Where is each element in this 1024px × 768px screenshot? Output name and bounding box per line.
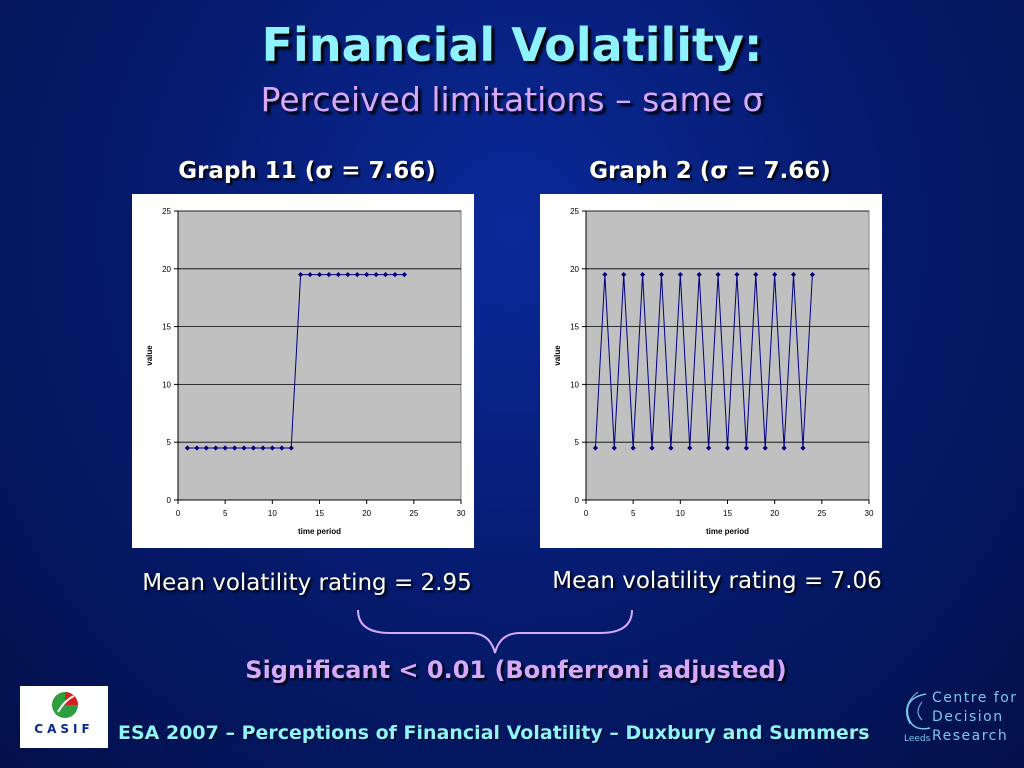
- graph-left-heading: Graph 11 (σ = 7.66): [178, 158, 436, 184]
- chart-right-xtick-label: 15: [723, 509, 732, 518]
- chart-left-ytick-label: 0: [167, 496, 172, 505]
- chart-right-data-point: [781, 445, 787, 451]
- chart-right: 0 5 10 15 20 25 0 5 10 15 20 25 30 time period value: [553, 207, 874, 536]
- chart-left-ytick-label: 25: [162, 207, 171, 216]
- slide-title: Financial Volatility:: [261, 18, 763, 72]
- chart-right-ytick-label: 10: [570, 380, 579, 389]
- cdr-logo: Centre for Decision Research Leeds: [896, 688, 1016, 748]
- chart-left-data-point: [184, 445, 191, 451]
- graph-right-heading: Graph 2 (σ = 7.66): [589, 158, 831, 184]
- chart-right-ytick-label: 20: [570, 265, 579, 274]
- casif-logo: CASIF: [20, 686, 108, 748]
- chart-left-data-point: [213, 445, 219, 451]
- chart-right-xlabel: time period: [706, 527, 749, 536]
- chart-left-panel: 0 5 10 15 20 25 0 5 10 15 20 25 30 time period value: [132, 194, 474, 548]
- chart-left-data-point: [222, 445, 228, 451]
- chart-left-ytick-label: 10: [162, 380, 171, 389]
- cdr-line-1: Centre for: [932, 690, 1018, 706]
- chart-left-data-point: [241, 445, 247, 451]
- slide-subtitle: Perceived limitations – same σ: [260, 80, 764, 119]
- chart-right-ytick-label: 5: [575, 438, 580, 447]
- chart-right-series-line: [594, 274, 813, 449]
- casif-emblem-icon: [52, 692, 78, 718]
- chart-right-data-point: [809, 271, 815, 278]
- chart-left-data-point: [260, 445, 266, 451]
- chart-left-data-point: [232, 445, 238, 451]
- chart-right-ytick-label: 25: [570, 207, 579, 216]
- curly-brace: [357, 609, 633, 654]
- chart-left-xtick-label: 10: [268, 509, 277, 518]
- chart-right-xtick-label: 10: [676, 509, 685, 518]
- chart-right-ytick-label: 0: [575, 496, 580, 505]
- chart-right-data-point: [743, 445, 749, 451]
- chart-right-data-point: [668, 445, 674, 451]
- footer-text: ESA 2007 – Perceptions of Financial Vola…: [118, 722, 870, 744]
- chart-right-panel: 0 5 10 15 20 25 0 5 10 15 20 25 30 time period value: [540, 194, 882, 548]
- chart-right-data-point: [762, 445, 768, 451]
- chart-right-data-point: [724, 445, 731, 451]
- chart-right-xtick-label: 25: [817, 509, 826, 518]
- chart-left: 0 5 10 15 20 25 0 5 10 15 20 25 30 time period value: [145, 207, 466, 536]
- chart-left-data-point: [288, 445, 294, 451]
- cdr-swirl-icon: [905, 691, 931, 730]
- chart-right-ytick-label: 15: [570, 323, 579, 332]
- chart-right-data-point: [706, 445, 712, 451]
- chart-left-ylabel: value: [145, 345, 154, 366]
- chart-left-xtick-label: 20: [362, 509, 371, 518]
- chart-left-data-point: [401, 271, 407, 278]
- chart-right-data-point: [658, 271, 665, 278]
- chart-left-data-point: [316, 271, 323, 278]
- chart-left-data-point: [392, 271, 398, 278]
- chart-right-xtick-label: 20: [770, 509, 779, 518]
- chart-left-xtick-label: 5: [223, 509, 228, 518]
- chart-left-plot-area: [177, 210, 462, 501]
- chart-left-xtick-label: 15: [315, 509, 324, 518]
- chart-left-data-point: [203, 445, 209, 451]
- chart-left-data-point: [194, 445, 200, 451]
- cdr-line-3: Research: [932, 728, 1009, 744]
- mean-rating-right: Mean volatility rating = 7.06: [552, 568, 882, 594]
- chart-left-data-point: [354, 271, 360, 278]
- chart-right-data-point: [649, 445, 655, 451]
- chart-left-xlabel: time period: [298, 527, 341, 536]
- chart-left-ytick-label: 20: [162, 265, 171, 274]
- cdr-leeds-text: Leeds: [904, 734, 931, 744]
- significance-note: Significant < 0.01 (Bonferroni adjusted): [245, 656, 787, 684]
- chart-right-xtick-label: 5: [631, 509, 636, 518]
- cdr-line-2: Decision: [932, 709, 1004, 725]
- chart-left-xtick-label: 0: [176, 509, 181, 518]
- mean-rating-left: Mean volatility rating = 2.95: [142, 570, 472, 596]
- chart-right-ylabel: value: [553, 345, 562, 366]
- chart-left-xtick-label: 25: [409, 509, 418, 518]
- chart-right-xtick-label: 30: [865, 509, 874, 518]
- chart-left-data-point: [279, 445, 285, 451]
- casif-logo-text: CASIF: [34, 722, 94, 736]
- chart-right-data-point: [621, 271, 627, 278]
- chart-right-data-point: [687, 445, 693, 451]
- chart-left-xtick-label: 30: [457, 509, 466, 518]
- chart-right-xtick-label: 0: [584, 509, 589, 518]
- chart-left-ytick-label: 15: [162, 323, 171, 332]
- chart-left-ytick-label: 5: [167, 438, 172, 447]
- chart-right-data-point: [800, 445, 806, 451]
